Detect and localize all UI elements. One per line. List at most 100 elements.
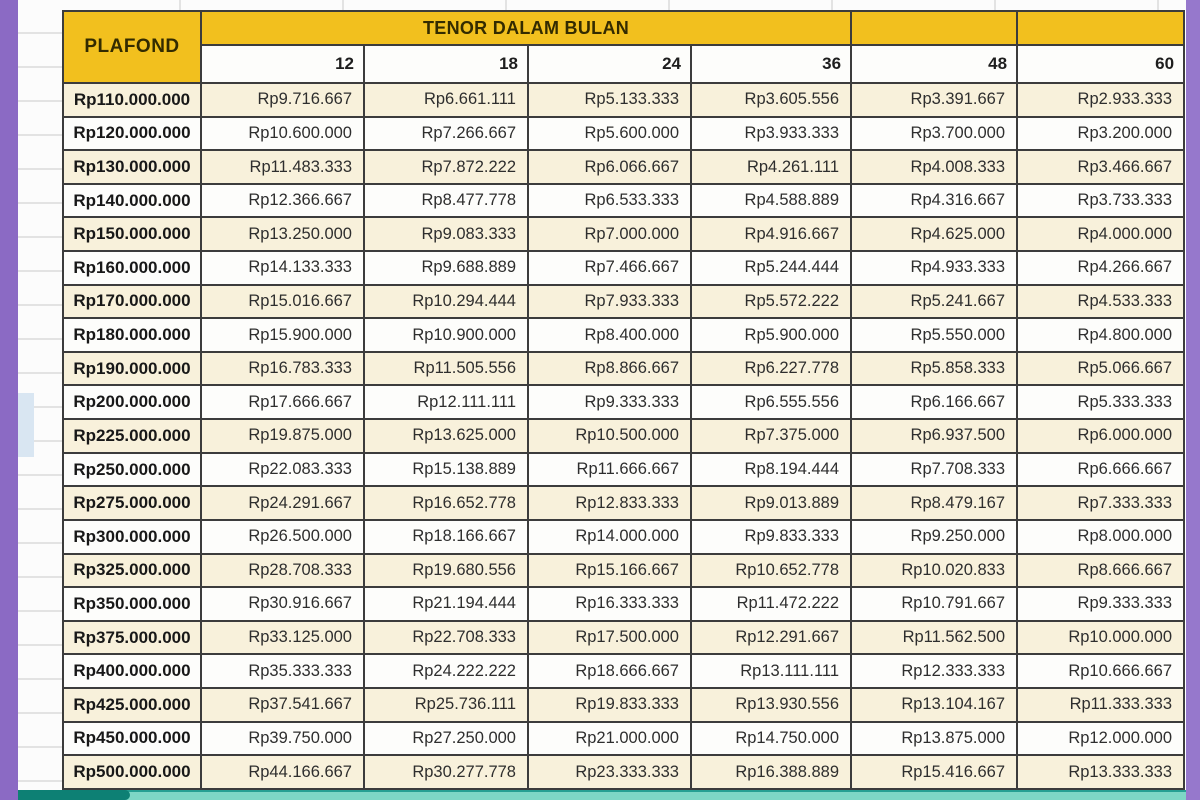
installment-cell: Rp15.166.667: [527, 552, 692, 589]
tenor-columns-row: 12 18 24 36 48 60: [63, 44, 1186, 84]
tenor-col-header-60: 60: [1016, 44, 1186, 84]
plafond-cell: Rp180.000.000: [62, 317, 202, 353]
plafond-header: PLAFOND: [62, 10, 202, 84]
installment-cell: Rp10.652.778: [689, 552, 853, 589]
installment-cell: Rp11.562.500: [850, 619, 1019, 656]
table-row: Rp275.000.000 Rp24.291.667 Rp16.652.778 Rp1…: [62, 485, 1186, 521]
tenor-col-header-48: 48: [850, 44, 1019, 84]
installment-cell: Rp15.016.667: [200, 283, 365, 320]
installment-cell: Rp12.333.333: [850, 653, 1019, 689]
installment-cell: Rp6.000.000: [1016, 418, 1186, 454]
installment-cell: Rp8.479.167: [850, 485, 1019, 521]
plafond-cell: Rp450.000.000: [62, 720, 202, 757]
installment-cell: Rp8.666.667: [1016, 552, 1186, 589]
installment-cell: Rp12.000.000: [1016, 720, 1186, 757]
installment-cell: Rp7.266.667: [363, 115, 529, 152]
table-row: Rp500.000.000 Rp44.166.667 Rp30.277.778 Rp2…: [62, 754, 1186, 790]
plafond-cell: Rp300.000.000: [62, 518, 202, 555]
installment-cell: Rp6.555.556: [689, 384, 853, 421]
header-band-row: PLAFOND TENOR DALAM BULAN: [62, 10, 1186, 84]
installment-cell: Rp44.166.667: [200, 754, 365, 790]
installment-cell: Rp4.266.667: [1016, 250, 1186, 286]
installment-cell: Rp25.736.111: [363, 686, 529, 723]
installment-cell: Rp4.261.111: [689, 149, 853, 185]
installment-cell: Rp16.333.333: [527, 586, 692, 622]
installment-cell: Rp14.133.333: [200, 250, 365, 286]
installment-cell: Rp22.708.333: [363, 619, 529, 656]
installment-cell: Rp9.333.333: [1016, 586, 1186, 622]
table-row: Rp130.000.000 Rp11.483.333 Rp7.872.222 Rp6.…: [62, 149, 1186, 185]
tenor-col-header-24: 24: [527, 44, 692, 84]
installment-cell: Rp15.900.000: [200, 317, 365, 353]
installment-cell: Rp28.708.333: [200, 552, 365, 589]
installment-cell: Rp6.166.667: [850, 384, 1019, 421]
installment-cell: Rp19.833.333: [527, 686, 692, 723]
table-row: Rp400.000.000 Rp35.333.333 Rp24.222.222 Rp1…: [62, 653, 1186, 689]
installment-cell: Rp14.000.000: [527, 518, 692, 555]
installment-cell: Rp10.900.000: [363, 317, 529, 353]
installment-cell: Rp22.083.333: [200, 451, 365, 488]
installment-cell: Rp10.020.833: [850, 552, 1019, 589]
installment-cell: Rp5.858.333: [850, 350, 1019, 387]
installment-cell: Rp7.872.222: [363, 149, 529, 185]
installment-cell: Rp23.333.333: [527, 754, 692, 790]
installment-cell: Rp12.111.111: [363, 384, 529, 421]
installment-cell: Rp9.333.333: [527, 384, 692, 421]
installment-cell: Rp5.572.222: [689, 283, 853, 320]
installment-cell: Rp12.366.667: [200, 182, 365, 219]
installment-cell: Rp3.933.333: [689, 115, 853, 152]
installment-cell: Rp3.200.000: [1016, 115, 1186, 152]
installment-cell: Rp12.833.333: [527, 485, 692, 521]
installment-cell: Rp6.937.500: [850, 418, 1019, 454]
installment-cell: Rp13.111.111: [689, 653, 853, 689]
plafond-cell: Rp400.000.000: [62, 653, 202, 689]
table-row: Rp225.000.000 Rp19.875.000 Rp13.625.000 Rp1…: [62, 418, 1186, 454]
installment-cell: Rp4.916.667: [689, 216, 853, 253]
plafond-cell: Rp120.000.000: [62, 115, 202, 152]
table-row: Rp180.000.000 Rp15.900.000 Rp10.900.000 Rp8…: [62, 317, 1186, 353]
installment-cell: Rp4.533.333: [1016, 283, 1186, 320]
installment-cell: Rp13.930.556: [689, 686, 853, 723]
installment-cell: Rp10.600.000: [200, 115, 365, 152]
installment-cell: Rp7.000.000: [527, 216, 692, 253]
installment-cell: Rp24.291.667: [200, 485, 365, 521]
bottom-progress-bar[interactable]: [10, 790, 1186, 800]
installment-cell: Rp18.166.667: [363, 518, 529, 555]
installment-cell: Rp39.750.000: [200, 720, 365, 757]
installment-cell: Rp4.000.000: [1016, 216, 1186, 253]
installment-cell: Rp8.194.444: [689, 451, 853, 488]
installment-cell: Rp8.400.000: [527, 317, 692, 353]
installment-cell: Rp6.661.111: [363, 82, 529, 118]
installment-cell: Rp19.875.000: [200, 418, 365, 454]
installment-cell: Rp12.291.667: [689, 619, 853, 656]
installment-cell: Rp9.083.333: [363, 216, 529, 253]
table-row: Rp110.000.000 Rp9.716.667 Rp6.661.111 Rp5.1…: [62, 82, 1186, 118]
table-row: Rp250.000.000 Rp22.083.333 Rp15.138.889 Rp1…: [62, 451, 1186, 488]
plafond-cell: Rp200.000.000: [62, 384, 202, 421]
installment-cell: Rp9.833.333: [689, 518, 853, 555]
table-row: Rp450.000.000 Rp39.750.000 Rp27.250.000 Rp2…: [62, 720, 1186, 757]
installment-cell: Rp4.625.000: [850, 216, 1019, 253]
installment-cell: Rp27.250.000: [363, 720, 529, 757]
installment-cell: Rp3.391.667: [850, 82, 1019, 118]
plafond-cell: Rp325.000.000: [62, 552, 202, 589]
installment-cell: Rp7.333.333: [1016, 485, 1186, 521]
installment-cell: Rp13.333.333: [1016, 754, 1186, 790]
installment-cell: Rp10.500.000: [527, 418, 692, 454]
installment-cell: Rp3.605.556: [689, 82, 853, 118]
plafond-cell: Rp425.000.000: [62, 686, 202, 723]
installment-cell: Rp6.066.667: [527, 149, 692, 185]
installment-cell: Rp3.733.333: [1016, 182, 1186, 219]
installment-cell: Rp9.250.000: [850, 518, 1019, 555]
tenor-group-header: TENOR DALAM BULAN: [199, 10, 853, 46]
installment-cell: Rp10.294.444: [363, 283, 529, 320]
installment-cell: Rp9.688.889: [363, 250, 529, 286]
installment-cell: Rp30.277.778: [363, 754, 529, 790]
installment-cell: Rp7.466.667: [527, 250, 692, 286]
installment-cell: Rp4.933.333: [850, 250, 1019, 286]
installment-cell: Rp6.227.778: [689, 350, 853, 387]
table-row: Rp375.000.000 Rp33.125.000 Rp22.708.333 Rp1…: [62, 619, 1186, 656]
progress-played-segment: [10, 790, 130, 800]
installment-cell: Rp7.375.000: [689, 418, 853, 454]
table-row: Rp300.000.000 Rp26.500.000 Rp18.166.667 Rp1…: [62, 518, 1186, 555]
